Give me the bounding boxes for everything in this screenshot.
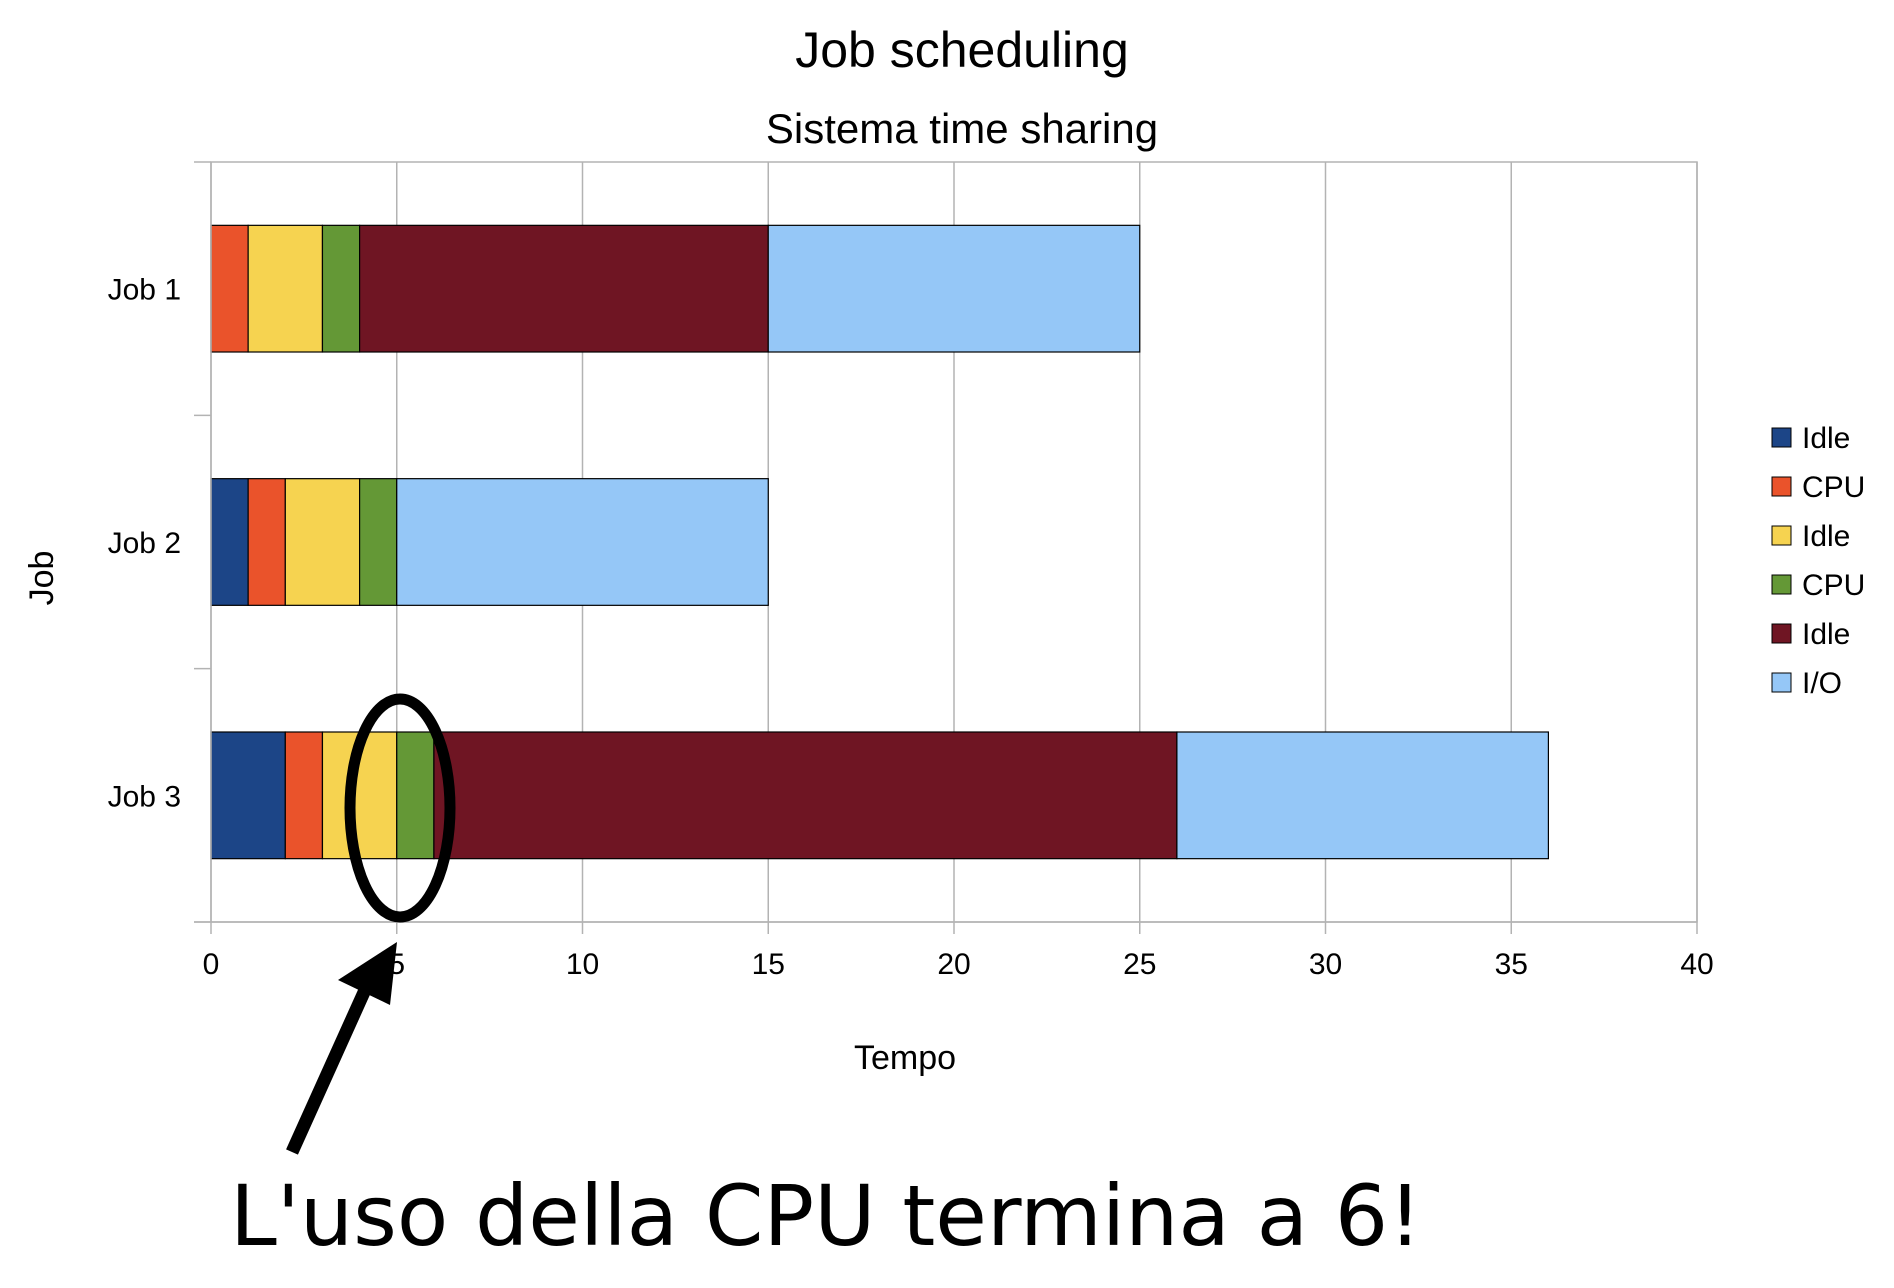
annotation-text: L'uso della CPU termina a 6! <box>230 1167 1422 1265</box>
bar-segment <box>1176 731 1550 860</box>
legend-swatch <box>1771 574 1792 595</box>
legend-label: Idle <box>1802 520 1850 553</box>
axes <box>194 161 1698 934</box>
x-axis-label: Tempo <box>854 1039 956 1077</box>
bar-segment <box>396 731 435 860</box>
bars <box>210 224 1550 860</box>
legend-swatch <box>1771 427 1792 448</box>
legend-label: Idle <box>1802 422 1850 455</box>
bar-segment <box>396 478 769 606</box>
category-label: Job 1 <box>108 274 181 307</box>
x-tick-label: 10 <box>566 948 599 981</box>
category-label: Job 3 <box>108 780 181 813</box>
legend-label: CPU <box>1802 569 1865 602</box>
x-tick-label: 40 <box>1680 948 1713 981</box>
bar-segment <box>359 478 398 606</box>
legend-label: I/O <box>1802 667 1842 700</box>
legend-swatch <box>1771 476 1792 497</box>
category-labels: Job 1 Job 2 Job 3 <box>108 274 181 814</box>
bar-segment <box>321 224 361 353</box>
legend-label: Idle <box>1802 618 1850 651</box>
chart-subtitle: Sistema time sharing <box>766 105 1158 152</box>
bar-segment <box>284 478 361 606</box>
bar-segment <box>359 224 769 353</box>
x-tick-label: 35 <box>1495 948 1528 981</box>
legend-label: CPU <box>1802 471 1865 504</box>
bar-segment <box>210 224 249 353</box>
x-tick-label: 0 <box>203 948 220 981</box>
x-tick-label: 20 <box>937 948 970 981</box>
legend-swatch <box>1771 672 1792 693</box>
bar-segment <box>284 731 324 860</box>
legend-swatch <box>1771 623 1792 644</box>
bar-segment <box>433 731 1178 860</box>
legend-swatch <box>1771 525 1792 546</box>
bar-segment <box>210 478 249 606</box>
bar-segment <box>767 224 1141 353</box>
x-tick-label: 25 <box>1123 948 1156 981</box>
legend: Idle CPU Idle CPU Idle I/O <box>1771 422 1865 700</box>
bar-segment <box>210 731 286 860</box>
highlight-ellipse <box>344 693 456 923</box>
category-label: Job 2 <box>108 527 181 560</box>
x-tick-label: 30 <box>1309 948 1342 981</box>
chart-title: Job scheduling <box>795 22 1129 78</box>
y-axis-label: Job <box>23 551 61 606</box>
annotation-arrow <box>286 942 397 1155</box>
x-tick-label: 15 <box>752 948 785 981</box>
bar-segment <box>247 478 286 606</box>
x-tick-labels: 0 5 10 15 20 25 30 35 40 <box>203 948 1714 981</box>
bar-segment <box>247 224 324 353</box>
